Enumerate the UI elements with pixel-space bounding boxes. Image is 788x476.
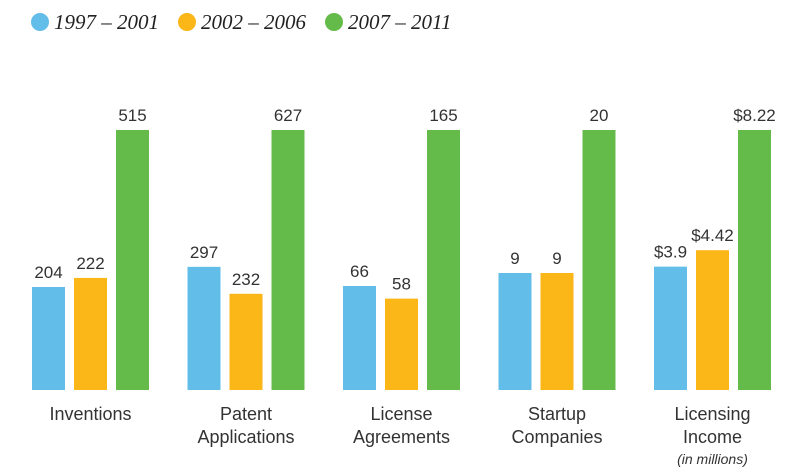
legend-swatch (31, 13, 49, 31)
bar (540, 273, 574, 390)
bar (427, 130, 460, 390)
value-label: $3.9 (654, 243, 687, 262)
value-label: $4.42 (691, 226, 734, 245)
value-label: 165 (429, 106, 457, 125)
value-label: $8.22 (733, 106, 776, 125)
value-label: 297 (190, 243, 218, 262)
category-label: License Agreements (352, 404, 451, 447)
value-label: 9 (510, 249, 519, 268)
value-label: 222 (76, 254, 104, 273)
bar (32, 287, 65, 390)
value-label: 515 (118, 106, 146, 125)
bar (271, 130, 305, 390)
bar (498, 273, 532, 390)
bar (654, 266, 687, 390)
bar (229, 293, 263, 390)
legend-label: 2002 – 2006 (201, 10, 307, 34)
value-label: 627 (274, 106, 302, 125)
legend-swatch (325, 13, 343, 31)
category-label: Startup Companies (511, 404, 603, 447)
bar (738, 130, 771, 390)
category-label: Licensing Income (674, 404, 751, 447)
bar (582, 130, 616, 390)
category-label: Patent Applications (197, 404, 295, 447)
bar (385, 298, 418, 390)
legend-label: 2007 – 2011 (348, 10, 451, 34)
category-label: Inventions (49, 404, 132, 424)
bar (343, 286, 376, 390)
category-note: (in millions) (677, 451, 748, 467)
value-label: 232 (232, 270, 260, 289)
legend-label: 1997 – 2001 (54, 10, 159, 34)
value-label: 9 (552, 249, 561, 268)
bar (696, 250, 729, 390)
bar (116, 130, 149, 390)
value-label: 204 (34, 263, 62, 282)
bar (187, 266, 221, 390)
value-label: 58 (392, 275, 411, 294)
legend-swatch (178, 13, 196, 31)
value-label: 20 (590, 106, 609, 125)
value-label: 66 (350, 262, 369, 281)
bar (74, 277, 107, 390)
